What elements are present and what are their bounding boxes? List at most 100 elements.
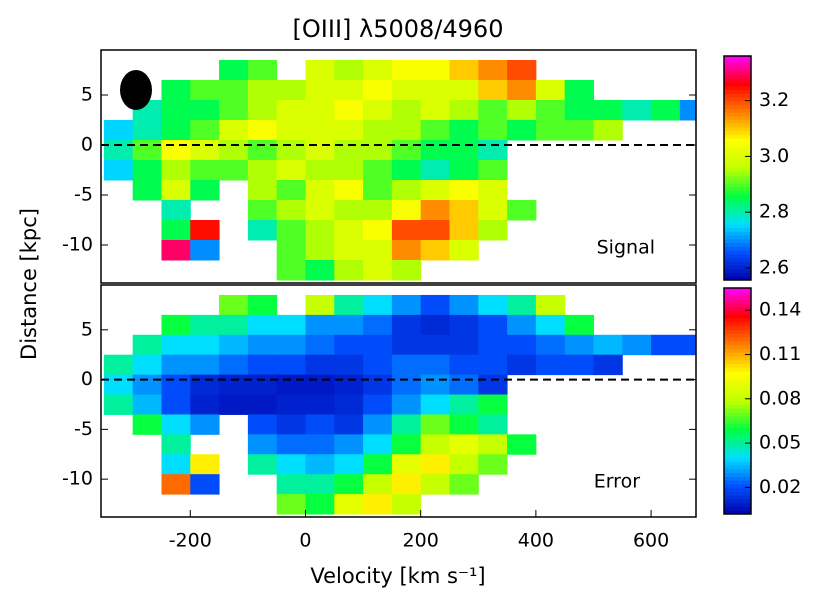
cell xyxy=(161,394,191,415)
cell xyxy=(679,100,696,121)
cell xyxy=(478,414,508,435)
cell xyxy=(363,80,393,101)
cell xyxy=(334,374,364,396)
cell xyxy=(276,180,306,201)
cell xyxy=(478,140,508,161)
colorbar-step xyxy=(724,220,751,225)
cell xyxy=(449,354,479,376)
cell xyxy=(449,80,479,101)
colorbar-step xyxy=(724,431,751,436)
colorbar-step xyxy=(724,115,751,120)
cell xyxy=(219,140,249,161)
cell xyxy=(507,200,537,221)
cell xyxy=(363,434,393,455)
cell xyxy=(247,200,278,221)
cell xyxy=(190,120,220,141)
cell xyxy=(132,394,162,415)
cell xyxy=(334,314,364,336)
cell xyxy=(305,474,335,495)
cell xyxy=(449,60,479,81)
colorbar-step xyxy=(724,333,751,338)
cell xyxy=(363,160,393,181)
cell xyxy=(305,394,335,415)
cell xyxy=(449,220,479,241)
cell xyxy=(305,334,335,356)
colorbar-tick-label: 0.05 xyxy=(759,432,801,454)
colorbar-step xyxy=(724,491,751,496)
cell xyxy=(305,260,335,281)
cell xyxy=(219,60,249,81)
colorbar-step xyxy=(724,397,751,402)
plot-frame xyxy=(100,49,697,284)
cell xyxy=(449,140,479,161)
cell xyxy=(276,314,306,336)
cell xyxy=(334,140,364,161)
colorbar-step xyxy=(724,378,751,383)
cell xyxy=(219,374,249,396)
cell xyxy=(219,334,249,356)
cell xyxy=(391,240,422,261)
cell xyxy=(276,100,306,121)
cell xyxy=(564,80,594,101)
colorbar-step xyxy=(724,446,751,451)
cell xyxy=(161,434,191,455)
colorbar-step xyxy=(724,97,751,102)
cell xyxy=(507,120,537,141)
cell xyxy=(449,414,479,435)
cell xyxy=(507,100,537,121)
colorbar-step xyxy=(724,423,751,428)
cell xyxy=(363,474,393,495)
colorbar-step xyxy=(724,299,751,304)
cell xyxy=(247,334,278,356)
colorbar-tick-label: 0.14 xyxy=(759,299,801,321)
cell xyxy=(391,314,422,336)
colorbar-step xyxy=(724,141,751,147)
cell xyxy=(507,80,537,101)
colorbar-step xyxy=(724,231,751,236)
cell xyxy=(247,414,278,435)
cell xyxy=(478,434,508,455)
cell xyxy=(420,80,450,101)
cell xyxy=(276,140,306,161)
cell xyxy=(593,100,623,121)
cell xyxy=(449,334,479,356)
cell xyxy=(190,334,220,356)
colorbar-step xyxy=(724,250,751,255)
cell xyxy=(305,494,335,515)
cell xyxy=(564,334,594,356)
cell xyxy=(420,334,450,356)
cell xyxy=(420,140,450,161)
cell xyxy=(334,60,364,81)
cell xyxy=(651,100,681,121)
colorbar-step xyxy=(724,382,751,387)
x-tick-label: 600 xyxy=(633,530,669,552)
cell xyxy=(363,260,393,281)
cell xyxy=(363,180,393,201)
cell xyxy=(276,414,306,435)
cell xyxy=(132,120,162,141)
cell xyxy=(593,120,623,141)
cell xyxy=(449,200,479,221)
cell xyxy=(363,220,393,241)
cell xyxy=(478,314,508,336)
cell xyxy=(161,334,191,356)
cell xyxy=(391,494,422,515)
x-axis-label: Velocity [km s⁻¹] xyxy=(310,564,485,588)
colorbar-step xyxy=(724,374,751,379)
colorbar-step xyxy=(724,85,751,91)
cell xyxy=(276,220,306,241)
cell xyxy=(161,474,191,495)
cell xyxy=(420,394,450,415)
cell xyxy=(276,474,306,495)
colorbar-step xyxy=(724,205,751,210)
cell xyxy=(507,354,537,376)
colorbar-step xyxy=(724,70,751,76)
colorbar-step xyxy=(724,412,751,417)
cell xyxy=(363,354,393,376)
x-tick-label: 0 xyxy=(299,530,311,552)
cell xyxy=(219,394,249,415)
cell xyxy=(420,160,450,181)
colorbar-step xyxy=(724,156,751,162)
cell xyxy=(420,120,450,141)
cell xyxy=(564,120,594,141)
